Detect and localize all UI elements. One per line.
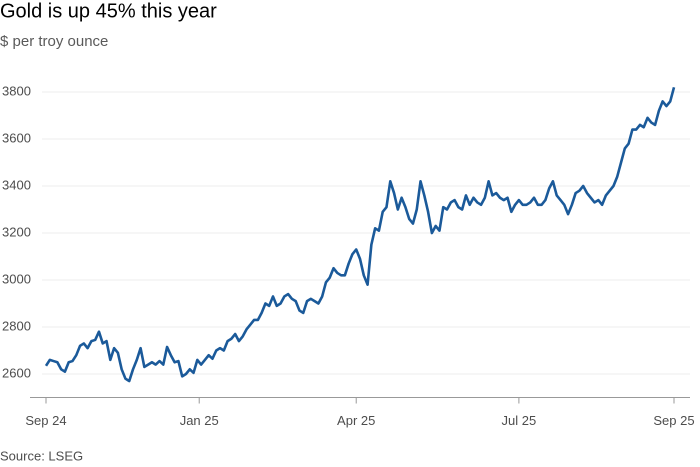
- y-tick-label: 2600: [2, 365, 31, 380]
- y-tick-label: 3800: [2, 83, 31, 98]
- x-tick-label: Sep 25: [653, 413, 694, 428]
- x-tick-label: Sep 24: [25, 413, 66, 428]
- chart-subtitle: $ per troy ounce: [0, 33, 108, 50]
- x-tick-label: Jan 25: [180, 413, 219, 428]
- y-tick-label: 3000: [2, 271, 31, 286]
- y-tick-label: 2800: [2, 318, 31, 333]
- y-tick-label: 3400: [2, 177, 31, 192]
- chart-title: Gold is up 45% this year: [0, 0, 217, 22]
- source: Source: LSEG: [0, 448, 83, 463]
- x-tick-label: Apr 25: [337, 413, 375, 428]
- price-line: [44, 86, 676, 383]
- x-tick-label: Jul 25: [502, 413, 537, 428]
- y-tick-label: 3600: [2, 130, 31, 145]
- y-tick-label: 3200: [2, 224, 31, 239]
